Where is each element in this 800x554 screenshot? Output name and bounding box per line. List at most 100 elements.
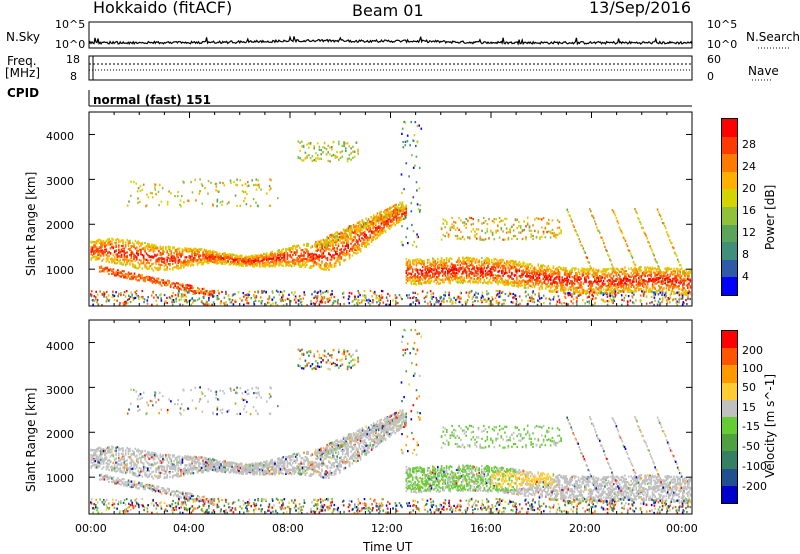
power-cell	[559, 272, 561, 274]
power-cell	[339, 264, 341, 266]
power-cell	[320, 250, 322, 252]
power-cell	[629, 279, 631, 281]
power-cell	[245, 191, 247, 193]
power-cell	[236, 259, 238, 261]
power-cell	[339, 252, 341, 254]
power-cell	[386, 220, 388, 222]
power-cell	[318, 249, 320, 251]
power-cell	[249, 256, 251, 258]
power-cell	[661, 286, 663, 288]
power-cell	[477, 273, 479, 275]
power-cell	[99, 239, 101, 241]
power-cell	[187, 251, 189, 253]
power-cell	[150, 259, 152, 261]
power-cell	[338, 141, 340, 143]
power-cell	[201, 263, 203, 265]
power-cell	[230, 180, 232, 182]
power-cell	[478, 260, 480, 262]
power-cell	[614, 288, 616, 290]
power-cell	[144, 278, 146, 280]
power-cell	[273, 254, 275, 256]
power-cell	[365, 237, 367, 239]
power-cell	[174, 195, 176, 197]
power-cell	[142, 189, 144, 191]
power-cell	[551, 291, 553, 293]
power-cell	[385, 221, 387, 223]
power-cell	[602, 286, 604, 288]
power-cell	[301, 141, 303, 143]
power-cell	[354, 247, 356, 249]
power-cell	[149, 278, 151, 280]
power-cell	[200, 290, 202, 292]
power-cell	[329, 259, 331, 261]
power-cell	[195, 199, 197, 201]
power-cell	[165, 282, 167, 284]
power-cell	[457, 264, 459, 266]
power-cell	[242, 190, 244, 192]
power-cell	[240, 179, 242, 181]
power-cell	[128, 245, 130, 247]
power-cell	[177, 286, 179, 288]
power-cell	[253, 261, 255, 263]
power-cell	[456, 274, 458, 276]
power-cell	[349, 250, 351, 252]
power-cell	[327, 145, 329, 147]
power-cell	[274, 253, 276, 255]
power-cell	[262, 255, 264, 257]
power-cell	[259, 262, 261, 264]
power-cell	[187, 200, 189, 202]
power-cell	[213, 256, 215, 258]
power-cell	[309, 259, 311, 261]
power-cell	[347, 160, 349, 162]
power-cell	[302, 255, 304, 257]
power-cell	[233, 254, 235, 256]
power-cell	[466, 263, 468, 265]
power-cell	[292, 260, 294, 262]
power-cell	[390, 226, 392, 228]
power-cell	[106, 244, 108, 246]
power-scatter	[90, 121, 691, 306]
power-cell	[107, 259, 109, 261]
power-cell	[111, 269, 113, 271]
power-cell	[229, 263, 231, 265]
power-cell	[123, 276, 125, 278]
power-cell	[284, 252, 286, 254]
power-cell	[121, 250, 123, 252]
power-cell	[202, 203, 204, 205]
power-cell	[257, 205, 259, 207]
power-cell	[191, 290, 193, 292]
power-cell	[539, 277, 541, 279]
power-cell	[364, 245, 366, 247]
power-cell	[352, 250, 354, 252]
power-cell	[446, 262, 448, 264]
power-cell	[310, 256, 312, 258]
power-cell	[502, 275, 504, 277]
power-cell	[329, 146, 331, 148]
power-cell	[176, 286, 178, 288]
power-cell	[120, 276, 122, 278]
power-cell	[427, 265, 429, 267]
power-cell	[90, 253, 92, 255]
power-cell	[106, 260, 108, 262]
power-cell	[251, 179, 253, 181]
power-cell	[164, 258, 166, 260]
power-cell	[104, 245, 106, 247]
power-cell	[256, 188, 258, 190]
power-cell	[352, 229, 354, 231]
power-cell	[131, 257, 133, 259]
power-cell	[360, 240, 362, 242]
power-cell	[147, 279, 149, 281]
power-cell	[242, 259, 244, 261]
power-cell	[350, 152, 352, 154]
power-cell	[396, 222, 398, 224]
power-cell	[295, 259, 297, 261]
power-cell	[131, 273, 133, 275]
power-cell	[117, 238, 119, 240]
power-cell	[333, 141, 335, 143]
power-cell	[345, 147, 347, 149]
power-cell	[570, 273, 572, 275]
power-cell	[209, 256, 211, 258]
power-cell	[519, 261, 521, 263]
power-cell	[144, 258, 146, 260]
power-cell	[170, 192, 172, 194]
